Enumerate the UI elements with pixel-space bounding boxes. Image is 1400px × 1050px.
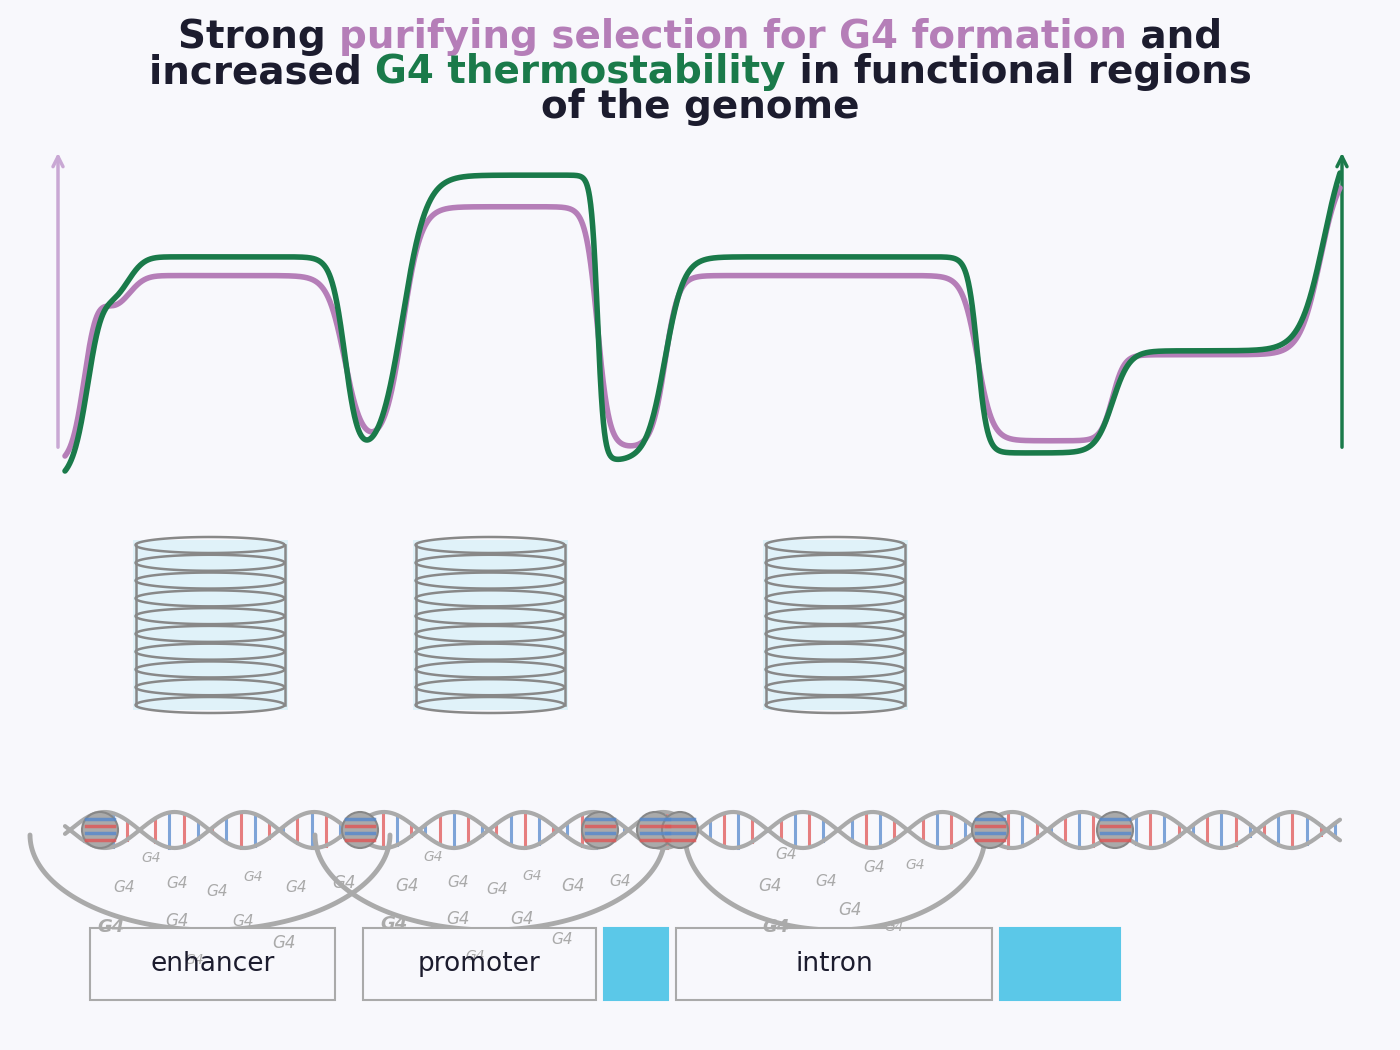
Text: G4: G4 xyxy=(379,916,407,933)
Bar xyxy=(603,928,668,1000)
Text: G4: G4 xyxy=(609,875,631,889)
Text: and: and xyxy=(1127,18,1222,56)
Bar xyxy=(676,928,993,1000)
Circle shape xyxy=(637,812,673,848)
Text: G4: G4 xyxy=(561,877,585,895)
Bar xyxy=(413,540,567,710)
Text: increased: increased xyxy=(148,52,375,91)
Circle shape xyxy=(1098,812,1133,848)
Bar xyxy=(763,540,907,710)
Text: G4: G4 xyxy=(511,910,533,928)
Text: G4: G4 xyxy=(837,901,861,919)
Text: G4: G4 xyxy=(465,949,484,963)
Text: Strong: Strong xyxy=(178,18,339,56)
Text: of the genome: of the genome xyxy=(540,88,860,126)
Text: G4: G4 xyxy=(286,880,307,895)
Text: exon: exon xyxy=(1028,951,1092,977)
Text: G4: G4 xyxy=(776,847,797,862)
Text: G4: G4 xyxy=(763,918,790,936)
Text: G4: G4 xyxy=(113,880,134,895)
Text: G4: G4 xyxy=(552,932,573,947)
Circle shape xyxy=(342,812,378,848)
Text: G4: G4 xyxy=(232,914,253,929)
Text: G4: G4 xyxy=(97,918,125,936)
Text: G4: G4 xyxy=(395,877,419,895)
Text: G4: G4 xyxy=(759,877,781,896)
Text: G4: G4 xyxy=(244,869,263,884)
Text: G4: G4 xyxy=(332,874,356,892)
Text: G4: G4 xyxy=(423,850,442,864)
Text: G4: G4 xyxy=(522,868,542,883)
Bar xyxy=(90,928,335,1000)
Text: enhancer: enhancer xyxy=(150,951,274,977)
Text: promoter: promoter xyxy=(419,951,540,977)
Text: G4: G4 xyxy=(447,910,469,928)
Text: G4: G4 xyxy=(486,882,507,898)
Text: G4: G4 xyxy=(864,860,885,875)
Text: G4: G4 xyxy=(273,933,297,951)
Text: G4: G4 xyxy=(815,875,837,889)
Circle shape xyxy=(582,812,617,848)
Text: G4: G4 xyxy=(206,884,228,899)
Bar xyxy=(133,540,287,710)
Text: intron: intron xyxy=(795,951,872,977)
Circle shape xyxy=(972,812,1008,848)
Circle shape xyxy=(662,812,699,848)
Text: G4: G4 xyxy=(906,858,925,871)
Text: G4: G4 xyxy=(185,952,204,967)
Circle shape xyxy=(83,812,118,848)
Bar xyxy=(1000,928,1120,1000)
Bar xyxy=(363,928,596,1000)
Text: G4: G4 xyxy=(167,877,188,891)
Text: G4: G4 xyxy=(883,920,903,933)
Text: exon: exon xyxy=(605,951,668,977)
Text: G4: G4 xyxy=(448,875,469,890)
Text: G4 thermostability: G4 thermostability xyxy=(375,52,785,91)
Text: in functional regions: in functional regions xyxy=(785,52,1252,91)
Text: G4: G4 xyxy=(141,850,161,865)
Text: G4: G4 xyxy=(165,912,189,930)
Text: purifying selection for G4 formation: purifying selection for G4 formation xyxy=(339,18,1127,56)
